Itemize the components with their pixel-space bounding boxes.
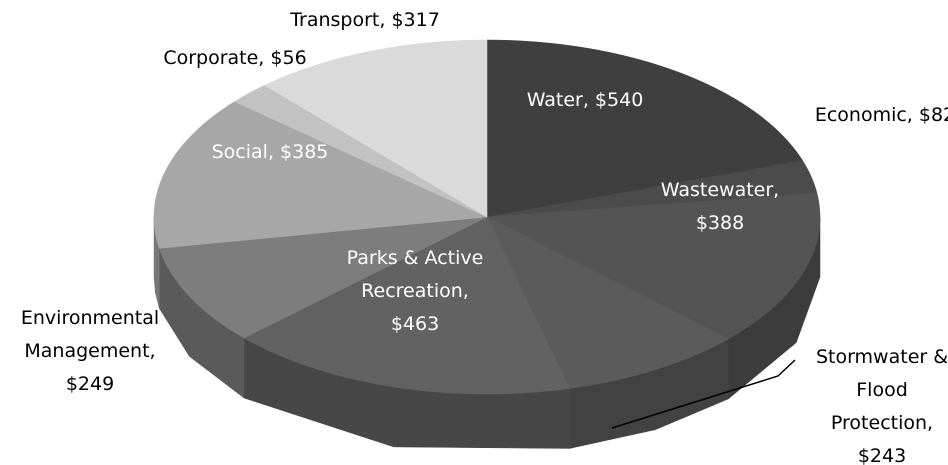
data-label: Environmental Management, $249	[21, 307, 159, 395]
pie-slice	[243, 216, 570, 395]
data-label: Economic, $82	[815, 104, 948, 126]
data-label: Transport, $317	[289, 9, 440, 31]
data-label: Parks & Active Recreation, $463	[347, 247, 484, 335]
pie-slice	[486, 216, 729, 389]
pie-slice	[486, 160, 818, 218]
leader-line	[611, 359, 796, 429]
data-label: Corporate, $56	[163, 47, 306, 69]
data-label: Stormwater & Flood Protection, $243	[816, 346, 948, 465]
pie-slice	[486, 192, 821, 340]
pie-slice	[153, 101, 488, 249]
data-label: Wastewater, $388	[661, 179, 779, 234]
pie-slice	[486, 39, 804, 218]
data-label: Water, $540	[527, 89, 644, 111]
pie-slice	[264, 39, 488, 218]
pie-slice	[233, 84, 488, 218]
data-label: Social, $385	[212, 141, 329, 163]
pie-slice	[158, 216, 488, 339]
